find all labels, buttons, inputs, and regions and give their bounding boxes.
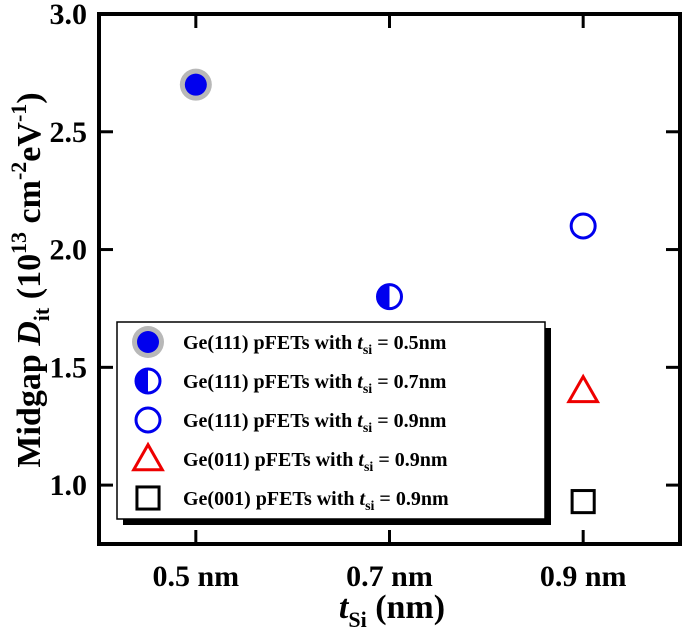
legend: Ge(111) pFETs with tsi = 0.5nm Ge(111) pF… [116,321,551,525]
legend-label: Ge(001) pFETs with tsi = 0.9nm [183,488,449,514]
y-tick-label: 1.0 [50,469,88,502]
marker-half-fill [377,284,390,309]
legend-label: Ge(111) pFETs with tsi = 0.5nm [183,332,447,358]
data-point [179,68,212,101]
x-tick-label: 0.7 nm [346,560,433,593]
y-tick-label: 2.5 [50,116,88,149]
marker-point [569,212,597,240]
y-tick-label: 3.0 [50,0,88,31]
x-axis-label: tSi (nm) [339,589,445,631]
marker-half-fill [136,369,148,393]
y-axis-label: Midgap Dit (1013 cm-2eV-1) [6,92,54,467]
legend-box [116,321,546,520]
data-point [566,373,601,404]
marker-point [135,485,161,511]
legend-entry: Ge(001) pFETs with tsi = 0.9nm [135,485,449,514]
legend-entry: Ge(111) pFETs with tsi = 0.5nm [132,326,447,358]
marker-point [137,331,159,353]
data-point [376,283,403,311]
x-tick-label: 0.5 nm [152,560,239,593]
marker-point [570,489,596,515]
legend-label: Ge(111) pFETs with tsi = 0.7nm [183,371,447,397]
legend-entry: Ge(011) pFETs with tsi = 0.9nm [131,441,448,475]
legend-entry: Ge(111) pFETs with tsi = 0.9nm [134,406,447,436]
y-tick-label: 2.0 [50,234,88,267]
marker-point [131,441,165,472]
legend-label: Ge(111) pFETs with tsi = 0.9nm [183,410,447,436]
data-point [569,212,597,240]
marker-point [184,73,207,96]
ticks: 1.0 1.5 2.0 2.5 3.0 0.5 nm 0.7 nm 0.9 nm [50,0,680,593]
marker-point [566,373,601,404]
legend-entry: Ge(111) pFETs with tsi = 0.7nm [134,367,447,397]
data-marks [179,68,601,515]
legend-label: Ge(011) pFETs with tsi = 0.9nm [183,449,448,475]
y-tick-label: 1.5 [50,351,88,384]
data-point [570,489,596,515]
x-tick-label: 0.9 nm [540,560,627,593]
marker-point [134,406,162,434]
